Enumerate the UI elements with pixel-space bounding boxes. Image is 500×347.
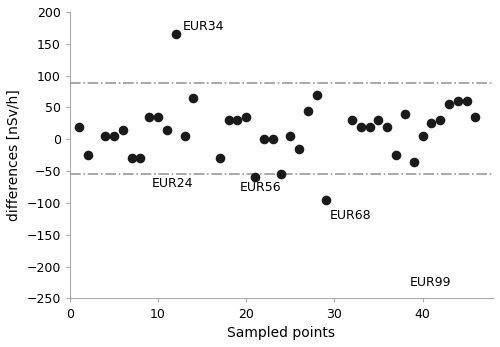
Point <box>242 114 250 120</box>
Point <box>128 155 136 161</box>
Point <box>154 114 162 120</box>
Point <box>224 117 232 123</box>
Point <box>366 124 374 129</box>
Text: EUR68: EUR68 <box>330 209 372 222</box>
Point <box>322 197 330 203</box>
Point <box>445 101 453 107</box>
Point <box>384 124 392 129</box>
Point <box>410 159 418 164</box>
Point <box>401 111 409 117</box>
Point <box>348 117 356 123</box>
Point <box>295 146 303 152</box>
Point <box>304 108 312 113</box>
Point <box>462 98 470 104</box>
Point <box>436 117 444 123</box>
Point <box>216 155 224 161</box>
Point <box>190 95 198 101</box>
Point <box>145 114 153 120</box>
Point <box>357 124 365 129</box>
Point <box>260 136 268 142</box>
Text: EUR56: EUR56 <box>240 181 282 194</box>
X-axis label: Sampled points: Sampled points <box>228 326 336 340</box>
Point <box>418 133 426 139</box>
Point <box>268 136 276 142</box>
Point <box>472 114 480 120</box>
Point <box>110 133 118 139</box>
Text: EUR99: EUR99 <box>410 276 451 289</box>
Point <box>234 117 241 123</box>
Point <box>172 32 179 37</box>
Point <box>84 152 92 158</box>
Point <box>428 121 436 126</box>
Y-axis label: differences [nSv/h]: differences [nSv/h] <box>7 89 21 221</box>
Point <box>454 98 462 104</box>
Point <box>286 133 294 139</box>
Point <box>136 155 144 161</box>
Text: EUR34: EUR34 <box>182 20 224 33</box>
Point <box>251 175 259 180</box>
Point <box>101 133 109 139</box>
Point <box>278 171 285 177</box>
Text: EUR24: EUR24 <box>152 178 194 191</box>
Point <box>374 117 382 123</box>
Point <box>74 124 82 129</box>
Point <box>312 92 320 98</box>
Point <box>163 127 171 133</box>
Point <box>392 152 400 158</box>
Point <box>119 127 127 133</box>
Point <box>180 133 188 139</box>
